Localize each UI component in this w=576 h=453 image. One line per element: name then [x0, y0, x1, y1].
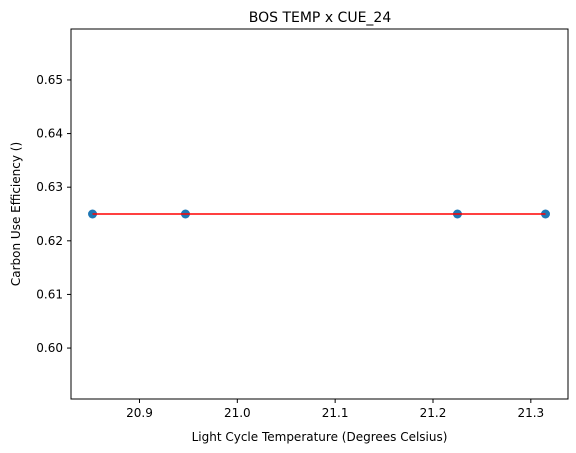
axis-ticks: 20.9 21.0 21.1 21.2 21.3 0.60 0.61 0.62 0.63 0.64…: [36, 73, 544, 420]
y-tick-label: 0.60: [36, 341, 63, 355]
y-tick-label: 0.63: [36, 180, 63, 194]
x-tick-label: 21.2: [420, 406, 447, 420]
x-tick-label: 21.1: [322, 406, 349, 420]
x-tick-label: 21.0: [224, 406, 251, 420]
y-tick-label: 0.61: [36, 287, 63, 301]
x-axis-label: Light Cycle Temperature (Degrees Celsius…: [192, 430, 448, 444]
chart-title: BOS TEMP x CUE_24: [249, 10, 392, 26]
y-axis-label: Carbon Use Efficiency (): [9, 142, 23, 286]
y-tick-label: 0.64: [36, 127, 63, 141]
x-tick-label: 20.9: [126, 406, 153, 420]
y-tick-label: 0.65: [36, 73, 63, 87]
plot-frame: [70, 28, 569, 400]
plot-area: [88, 209, 550, 219]
y-tick-label: 0.62: [36, 234, 63, 248]
x-tick-label: 21.3: [517, 406, 544, 420]
